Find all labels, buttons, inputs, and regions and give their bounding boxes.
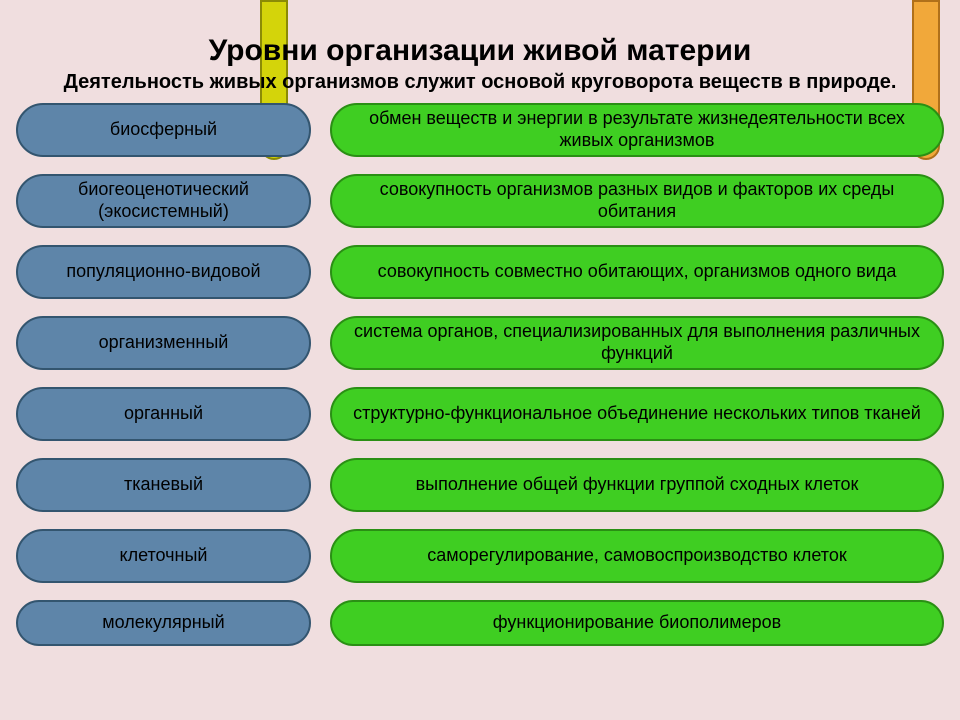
level-row: выполнение общей функции группой сходных… — [16, 454, 944, 516]
level-name-pill: организменный — [16, 316, 311, 370]
main-title: Уровни организации живой материи — [10, 34, 950, 68]
level-description-pill: система органов, специализированных для … — [330, 316, 944, 370]
level-name-pill: биосферный — [16, 103, 311, 157]
level-name-pill: тканевый — [16, 458, 311, 512]
level-row: система органов, специализированных для … — [16, 312, 944, 374]
level-name-pill: клеточный — [16, 529, 311, 583]
level-description-pill: обмен веществ и энергии в результате жиз… — [330, 103, 944, 157]
level-row: структурно-функциональное объединение не… — [16, 383, 944, 445]
level-description-pill: выполнение общей функции группой сходных… — [330, 458, 944, 512]
level-name-pill: популяционно-видовой — [16, 245, 311, 299]
subtitle: Деятельность живых организмов служит осн… — [10, 70, 950, 95]
level-row: функционирование биополимеров молекулярны… — [16, 596, 944, 650]
level-name-pill: молекулярный — [16, 600, 311, 646]
level-row: обмен веществ и энергии в результате жиз… — [16, 99, 944, 161]
level-description-pill: функционирование биополимеров — [330, 600, 944, 646]
level-name-pill: органный — [16, 387, 311, 441]
level-name-pill: биогеоценотический (экосистемный) — [16, 174, 311, 228]
level-row: саморегулирование, самовоспроизводство к… — [16, 525, 944, 587]
level-description-pill: совокупность совместно обитающих, органи… — [330, 245, 944, 299]
level-description-pill: саморегулирование, самовоспроизводство к… — [330, 529, 944, 583]
level-description-pill: структурно-функциональное объединение не… — [330, 387, 944, 441]
content-area: Уровни организации живой материи Деятель… — [0, 0, 960, 650]
levels-list: обмен веществ и энергии в результате жиз… — [10, 99, 950, 650]
level-row: совокупность совместно обитающих, органи… — [16, 241, 944, 303]
level-row: совокупность организмов разных видов и ф… — [16, 170, 944, 232]
level-description-pill: совокупность организмов разных видов и ф… — [330, 174, 944, 228]
